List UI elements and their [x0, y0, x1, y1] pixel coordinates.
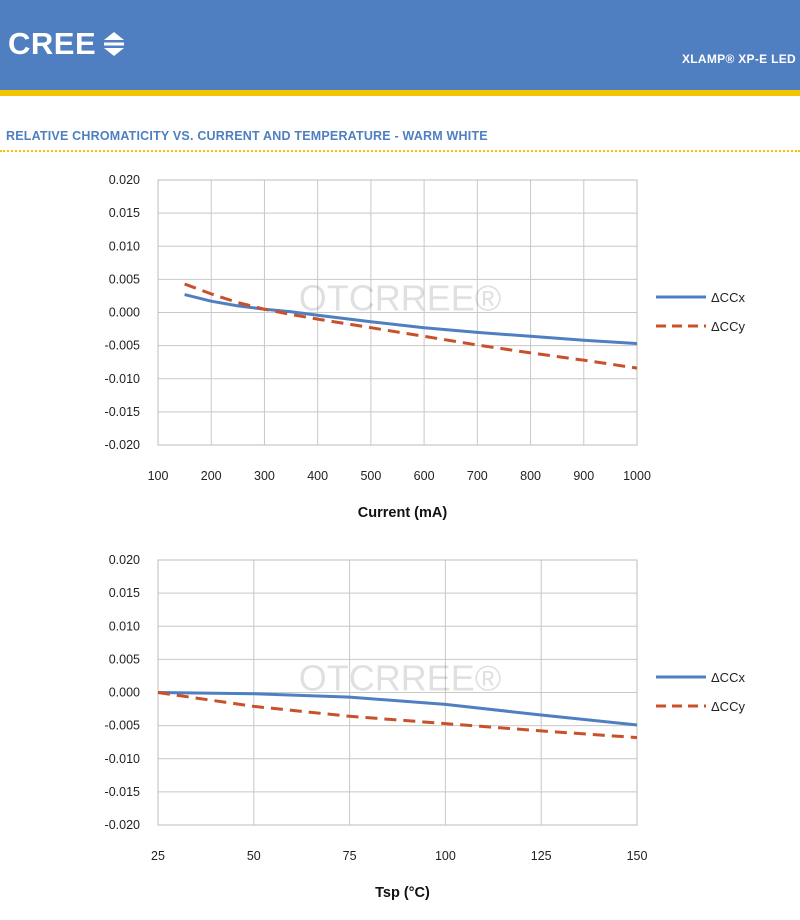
- legend-label: ΔCCx: [711, 670, 745, 685]
- series-line-dccx: [157, 691, 638, 727]
- legend: ΔCCx ΔCCy: [656, 290, 745, 334]
- x-axis-label: Tsp (°C): [375, 885, 430, 901]
- x-tick-label: 200: [201, 469, 222, 483]
- series-line-dccy: [157, 691, 638, 740]
- x-tick-label: 100: [148, 469, 169, 483]
- section-title: RELATIVE CHROMATICITY VS. CURRENT AND TE…: [6, 129, 488, 143]
- chart-svg: OTCRREE® 0.020 0.015 0.010 0.005 0.000 -0.005 -…: [105, 173, 746, 521]
- product-name: XLAMP® XP-E LED: [681, 52, 796, 66]
- logo-text: CREE: [8, 26, 97, 61]
- y-tick-label: 0.020: [109, 553, 140, 567]
- x-tick-label: 400: [307, 469, 328, 483]
- header-banner: CREE XLAMP® XP-E LED: [0, 0, 800, 90]
- x-tick-labels: 25 50 75 100 125 150: [151, 849, 647, 863]
- x-tick-label: 50: [247, 849, 261, 863]
- legend: ΔCCx ΔCCy: [656, 670, 745, 714]
- x-tick-label: 125: [531, 849, 552, 863]
- chart-temperature: OTCRREE® 0.020 0.015 0.010 0.005 0.000 -0.005 -…: [0, 540, 800, 920]
- y-tick-label: -0.005: [105, 339, 140, 353]
- y-tick-label: -0.020: [105, 438, 140, 452]
- series-line-dccx: [184, 293, 638, 346]
- x-tick-label: 700: [467, 469, 488, 483]
- x-tick-labels: 100 200 300 400 500 600 700 800 900 1000: [148, 469, 651, 483]
- watermark-text: OTCRREE®: [299, 658, 502, 699]
- y-tick-label: 0.010: [109, 239, 140, 253]
- x-tick-label: 900: [573, 469, 594, 483]
- y-tick-labels: 0.020 0.015 0.010 0.005 0.000 -0.005 -0.010 -0.…: [105, 173, 141, 452]
- y-tick-label: 0.005: [109, 652, 140, 666]
- x-tick-label: 600: [414, 469, 435, 483]
- y-tick-label: 0.020: [109, 173, 140, 187]
- logo-diamond-icon: [104, 31, 125, 56]
- y-tick-label: 0.015: [109, 586, 140, 600]
- x-tick-label: 300: [254, 469, 275, 483]
- legend-label: ΔCCx: [711, 290, 745, 305]
- y-tick-label: -0.015: [105, 785, 140, 799]
- y-tick-labels: 0.020 0.015 0.010 0.005 0.000 -0.005 -0.010 -0.…: [105, 553, 141, 832]
- x-tick-label: 150: [627, 849, 648, 863]
- brand-logo: CREE: [8, 28, 126, 59]
- chart-svg: OTCRREE® 0.020 0.015 0.010 0.005 0.000 -0.005 -…: [105, 553, 746, 901]
- legend-label: ΔCCy: [711, 319, 745, 334]
- y-tick-label: 0.010: [109, 619, 140, 633]
- legend-label: ΔCCy: [711, 699, 745, 714]
- y-tick-label: -0.005: [105, 719, 140, 733]
- y-tick-label: -0.020: [105, 818, 140, 832]
- y-tick-label: -0.010: [105, 752, 140, 766]
- watermark-text: OTCRREE®: [299, 278, 502, 319]
- series-line-dccy: [184, 282, 638, 370]
- x-tick-label: 800: [520, 469, 541, 483]
- section-divider: [0, 150, 800, 152]
- y-tick-label: 0.005: [109, 272, 140, 286]
- y-tick-label: 0.000: [109, 306, 140, 320]
- x-tick-label: 75: [343, 849, 357, 863]
- x-tick-label: 500: [360, 469, 381, 483]
- x-tick-label: 25: [151, 849, 165, 863]
- chart-current: OTCRREE® 0.020 0.015 0.010 0.005 0.000 -0.005 -…: [0, 160, 800, 540]
- x-tick-label: 1000: [623, 469, 651, 483]
- y-tick-label: -0.010: [105, 372, 140, 386]
- x-tick-label: 100: [435, 849, 456, 863]
- y-tick-label: -0.015: [105, 405, 140, 419]
- header-stripe: [0, 90, 800, 96]
- y-tick-label: 0.015: [109, 206, 140, 220]
- plot-area-border: [157, 179, 638, 446]
- x-axis-label: Current (mA): [358, 505, 448, 521]
- y-tick-label: 0.000: [109, 686, 140, 700]
